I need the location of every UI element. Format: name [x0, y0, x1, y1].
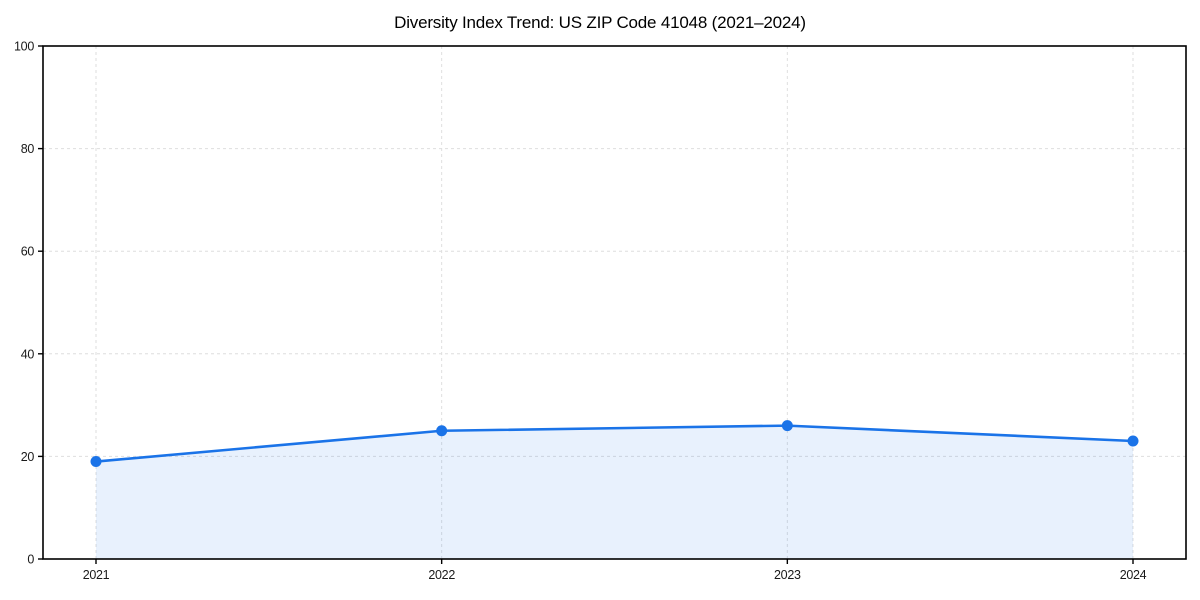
data-point-marker: [1127, 435, 1139, 447]
series-line: [94, 424, 1135, 463]
data-point-marker: [436, 425, 448, 437]
series-area-fill: [96, 425, 1133, 559]
x-tick-label: 2022: [428, 568, 455, 582]
y-tick-label: 0: [27, 553, 34, 567]
data-point-marker: [781, 420, 793, 432]
chart-title: Diversity Index Trend: US ZIP Code 41048…: [394, 13, 806, 32]
x-tick-label: 2024: [1120, 568, 1147, 582]
y-tick-label: 60: [21, 245, 35, 259]
y-tick-label: 80: [21, 142, 35, 156]
x-tick-label: 2023: [774, 568, 801, 582]
y-tick-label: 100: [14, 40, 34, 54]
y-tick-label: 20: [21, 450, 35, 464]
x-tick-label: 2021: [83, 568, 110, 582]
y-tick-label: 40: [21, 347, 35, 361]
plot-frame: [42, 45, 1187, 560]
data-point-marker: [90, 456, 102, 468]
